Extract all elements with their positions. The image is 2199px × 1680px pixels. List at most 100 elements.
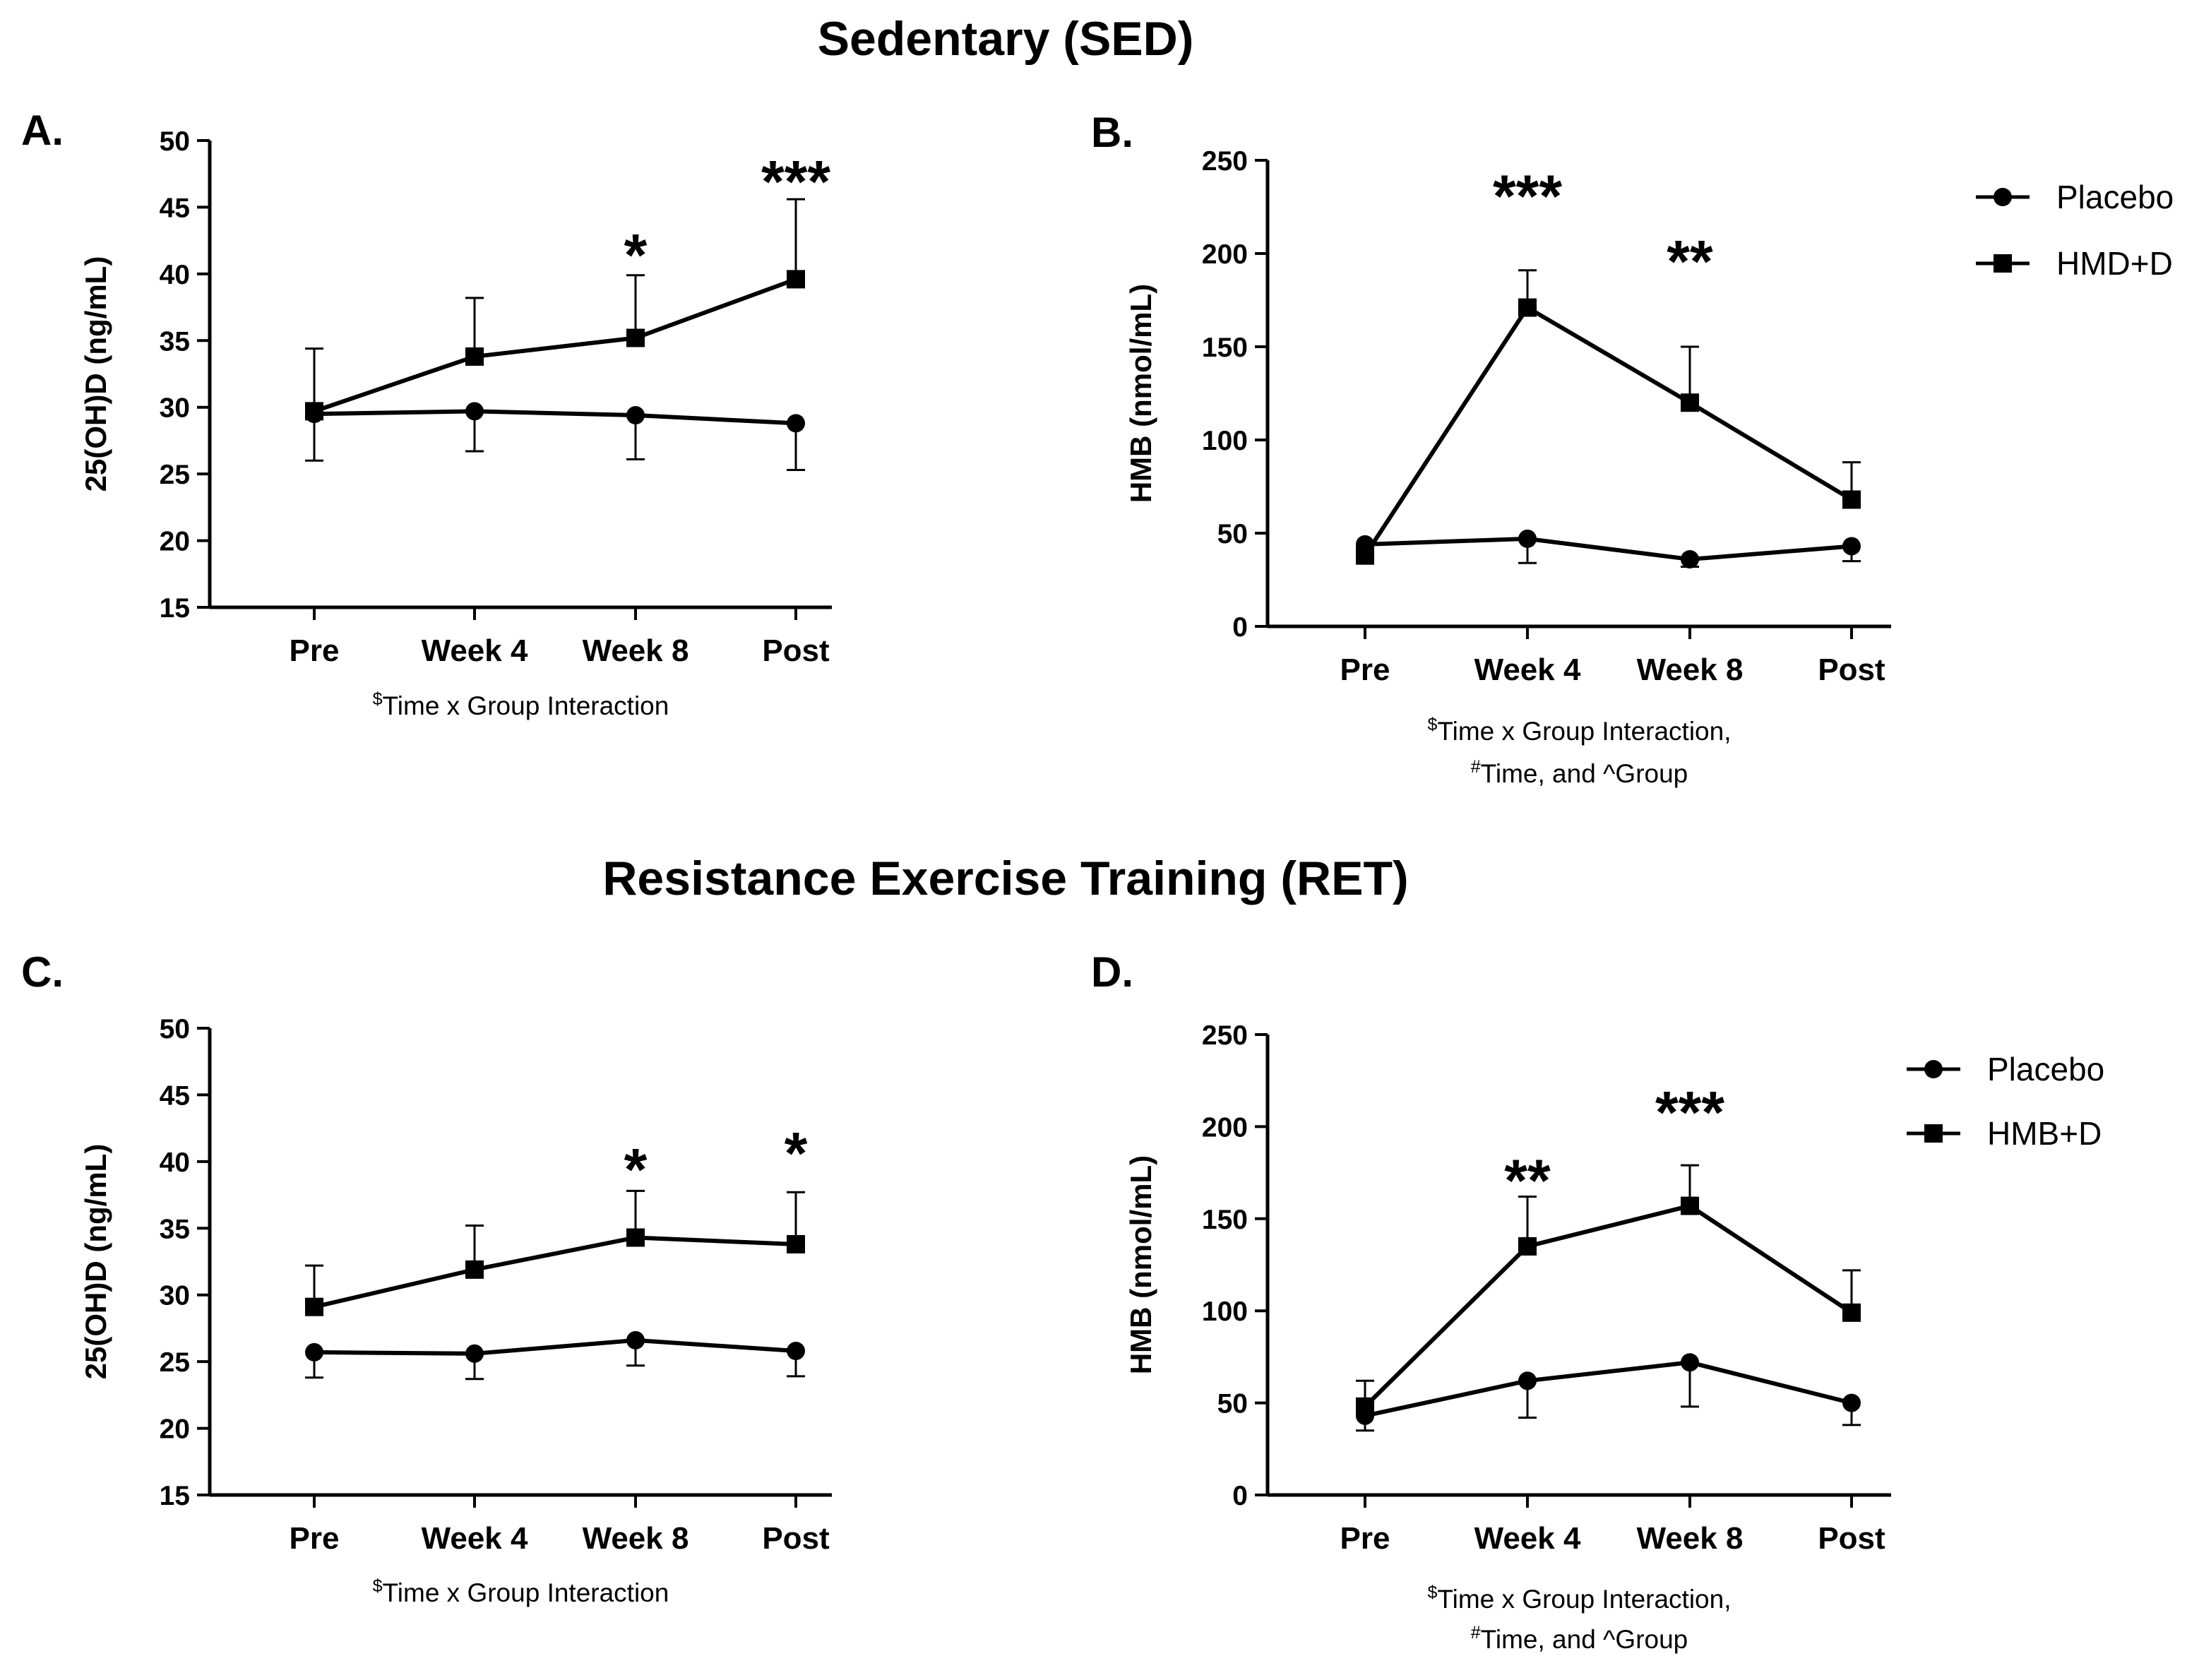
axis-note: #Time, and ^Group	[1471, 757, 1688, 788]
data-point-circle	[626, 406, 645, 425]
data-point-square	[1681, 393, 1699, 412]
series-line	[1363, 305, 1853, 557]
y-tick-label: 45	[160, 193, 190, 223]
x-tick-label: Post	[762, 633, 830, 668]
data-point-square	[465, 1260, 484, 1279]
y-tick-label: 150	[1202, 1205, 1248, 1235]
x-tick-label: Week 4	[422, 1521, 528, 1556]
series-line	[1363, 1203, 1853, 1408]
data-point-square	[1681, 1196, 1699, 1215]
series-line	[314, 409, 797, 426]
chart-panel-a: A. 15 20 25 30 35 40 45 50 Pre Week 4 Week 8 Post 25(…	[21, 107, 832, 720]
x-tick-label: Post	[1818, 653, 1885, 687]
series-line	[1364, 1360, 1852, 1418]
data-point-square	[787, 270, 805, 289]
series-square	[1356, 1164, 1861, 1416]
panel-letter: B.	[1091, 109, 1133, 156]
y-tick-label: 100	[1202, 1297, 1248, 1327]
note-text: Time x Group Interaction,	[1437, 1585, 1731, 1614]
y-axis-label: HMB (nmol/mL)	[1124, 284, 1157, 503]
x-tick-label: Pre	[290, 633, 340, 668]
x-tick-label: Week 8	[1637, 1521, 1744, 1556]
x-tick-label: Week 8	[583, 1521, 689, 1556]
data-point-circle	[465, 1344, 484, 1363]
note-superscript: $	[1428, 1583, 1438, 1602]
data-point-square	[1356, 546, 1374, 565]
note-superscript: $	[373, 1576, 383, 1596]
note-superscript: $	[1428, 715, 1438, 734]
significance-label: ***	[761, 148, 830, 215]
note-superscript: #	[1471, 1623, 1481, 1643]
y-tick-label: 30	[160, 1281, 190, 1311]
axis-note: $Time x Group Interaction	[373, 689, 669, 720]
data-point-circle	[787, 1342, 805, 1361]
data-point-circle	[1681, 549, 1699, 568]
significance-label: *	[785, 1120, 808, 1186]
significance-label: **	[1667, 228, 1713, 294]
legend-marker-square	[1924, 1124, 1943, 1143]
y-tick-label: 150	[1202, 333, 1248, 363]
data-point-circle	[1518, 1371, 1537, 1390]
y-tick-label: 25	[160, 1347, 190, 1378]
legend-marker-circle	[1924, 1060, 1943, 1078]
data-point-square	[1356, 1397, 1374, 1416]
x-tick-label: Week 4	[1474, 1521, 1581, 1556]
y-tick-label: 35	[160, 1214, 190, 1244]
y-tick-label: 50	[1217, 519, 1248, 549]
series-circle	[305, 402, 805, 471]
y-tick-label: 250	[1202, 1020, 1248, 1051]
x-tick-label: Pre	[1340, 1521, 1390, 1556]
y-tick-label: 50	[160, 1014, 190, 1044]
section-title-ret: Resistance Exercise Training (RET)	[602, 852, 1408, 905]
chart-panel-b: B. 0 50 100 150 200 250 Pre Week 4 Week 8 Post HMB …	[1091, 109, 2174, 788]
y-tick-label: 15	[160, 1481, 190, 1511]
x-tick-label: Week 4	[1474, 653, 1581, 687]
significance-label: *	[624, 222, 648, 288]
x-tick-label: Week 4	[422, 633, 528, 668]
significance-label: *	[624, 1136, 648, 1203]
legend: Placebo HMB+D	[1907, 1051, 2104, 1152]
panel-letter: C.	[21, 948, 64, 996]
x-tick-label: Pre	[1340, 653, 1390, 687]
axis-note: $Time x Group Interaction	[373, 1576, 669, 1607]
note-superscript: #	[1471, 757, 1481, 777]
y-tick-label: 15	[160, 593, 190, 624]
y-axis-label: 25(OH)D (ng/mL)	[79, 1144, 112, 1380]
axis-note: $Time x Group Interaction,	[1428, 1583, 1732, 1614]
data-point-circle	[1681, 1353, 1699, 1372]
series-circle	[305, 1330, 805, 1381]
data-point-square	[626, 1228, 645, 1247]
x-tick-label: Week 8	[1637, 653, 1744, 687]
y-tick-label: 50	[160, 126, 190, 157]
chart-panel-c: C. 15 20 25 30 35 40 45 50 Pre Week 4 Week 8 Post 25(…	[21, 948, 832, 1607]
note-text: Time, and ^Group	[1481, 1625, 1688, 1654]
data-point-square	[787, 1234, 805, 1253]
series-line	[314, 1338, 797, 1356]
y-tick-label: 40	[160, 260, 190, 290]
y-tick-label: 35	[160, 326, 190, 357]
y-tick-label: 45	[160, 1080, 190, 1111]
legend-label: Placebo	[1987, 1051, 2104, 1088]
legend-label: HMD+D	[2056, 245, 2173, 282]
series-line	[1364, 536, 1852, 561]
data-point-square	[626, 328, 645, 347]
x-tick-label: Pre	[290, 1521, 340, 1556]
series-line	[314, 1235, 797, 1309]
series-circle	[1356, 529, 1861, 568]
significance-label: ***	[1655, 1079, 1724, 1145]
y-tick-label: 200	[1202, 239, 1248, 270]
data-point-square	[1842, 490, 1861, 509]
legend-marker-circle	[1994, 188, 2012, 206]
y-tick-label: 0	[1232, 612, 1248, 643]
panel-letter: A.	[21, 107, 64, 154]
y-tick-label: 100	[1202, 426, 1248, 456]
y-axis-label: HMB (nmol/mL)	[1124, 1155, 1157, 1374]
axis-note: #Time, and ^Group	[1471, 1623, 1688, 1654]
data-point-circle	[465, 402, 484, 421]
axis-note: $Time x Group Interaction,	[1428, 715, 1732, 746]
legend: Placebo HMD+D	[1976, 179, 2174, 282]
y-tick-label: 40	[160, 1148, 190, 1178]
legend-label: HMB+D	[1987, 1115, 2102, 1152]
data-point-circle	[1842, 537, 1861, 556]
